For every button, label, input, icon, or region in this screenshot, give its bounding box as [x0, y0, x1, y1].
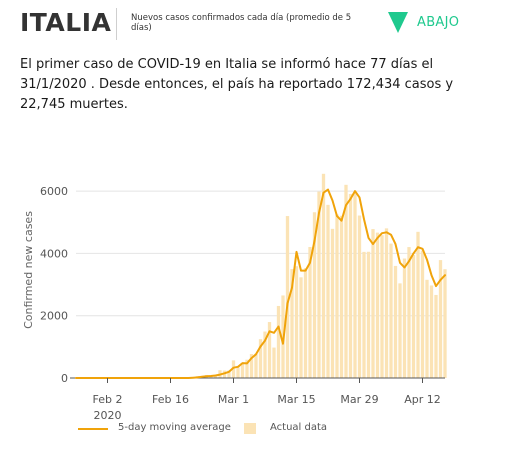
x-tick-label: Feb 16	[152, 393, 189, 406]
bar	[420, 250, 425, 378]
bar	[393, 265, 398, 378]
bar	[348, 193, 353, 378]
down-triangle-icon	[388, 12, 408, 33]
header: ITALIA Nuevos casos confirmados cada día…	[0, 0, 514, 50]
bar	[290, 269, 294, 378]
bar	[425, 279, 429, 378]
bar	[416, 231, 420, 378]
bar	[407, 247, 411, 378]
bar	[213, 375, 218, 378]
bar	[254, 353, 258, 378]
bar	[245, 359, 249, 378]
bar	[402, 258, 407, 378]
bar	[438, 260, 443, 378]
legend-line-label: 5-day moving average	[118, 422, 231, 433]
header-divider	[116, 8, 117, 40]
bar	[272, 347, 276, 378]
bar	[380, 235, 384, 378]
legend-bar-label: Actual data	[270, 422, 328, 433]
chart-subtitle: Nuevos casos confirmados cada día (prome…	[131, 13, 352, 33]
legend-bar-swatch	[244, 423, 256, 434]
y-tick-label: 4000	[40, 247, 68, 260]
x-tick-label: Mar 1	[218, 393, 249, 406]
bar	[227, 370, 231, 378]
bar	[384, 228, 389, 378]
bar	[344, 184, 348, 378]
bar	[366, 251, 371, 378]
bar	[429, 285, 434, 378]
legend-line-swatch	[78, 428, 108, 430]
bar	[375, 232, 380, 378]
moving-average-line	[75, 188, 446, 379]
bar	[357, 215, 362, 378]
bar-series	[96, 173, 447, 379]
x-tick-label: Mar 29	[340, 393, 378, 406]
bar	[285, 216, 290, 378]
bar	[263, 331, 267, 378]
bar	[308, 246, 312, 378]
bar	[236, 367, 240, 378]
bar	[389, 243, 393, 378]
x-tick-label: Apr 12	[404, 393, 441, 406]
trend-label: ABAJO	[417, 15, 460, 30]
bar	[258, 339, 263, 378]
bar	[434, 294, 438, 378]
cases-chart: 0 2000 4000 6000 Feb 2 2020 Feb 16 Mar 1 Mar 15…	[22, 173, 447, 420]
bar	[362, 251, 366, 378]
bar	[321, 173, 326, 378]
bar	[330, 228, 335, 378]
summary-text: El primer caso de COVID-19 en Italia se …	[20, 57, 454, 112]
x-tick-labels: Feb 2 2020 Feb 16 Mar 1 Mar 15 Mar 29 Apr 12	[93, 378, 441, 420]
bar	[267, 322, 272, 378]
bar	[240, 363, 245, 378]
x-tick-label: Mar 15	[277, 393, 315, 406]
y-tick-label: 2000	[40, 310, 68, 323]
bar	[294, 266, 299, 378]
country-title: ITALIA	[20, 8, 112, 37]
y-tick-label: 0	[61, 372, 68, 385]
bar	[276, 305, 281, 378]
x-tick-sublabel: 2020	[94, 409, 122, 420]
bar	[353, 191, 357, 378]
bar	[326, 204, 330, 378]
line-series	[75, 188, 446, 379]
x-tick-label: Feb 2	[93, 393, 123, 406]
y-axis-label: Confirmed new cases	[22, 211, 35, 329]
bar	[299, 277, 303, 378]
y-tick-label: 6000	[40, 185, 68, 198]
bar	[335, 214, 339, 378]
bar	[339, 215, 344, 378]
bar	[231, 360, 236, 378]
bar	[312, 212, 317, 378]
bar	[443, 269, 447, 378]
bar	[371, 229, 375, 378]
y-tick-labels: 0 2000 4000 6000	[40, 185, 68, 385]
bar	[411, 254, 416, 378]
bar	[398, 283, 402, 378]
bar	[317, 191, 321, 378]
bar	[249, 354, 254, 378]
bar	[303, 268, 308, 378]
